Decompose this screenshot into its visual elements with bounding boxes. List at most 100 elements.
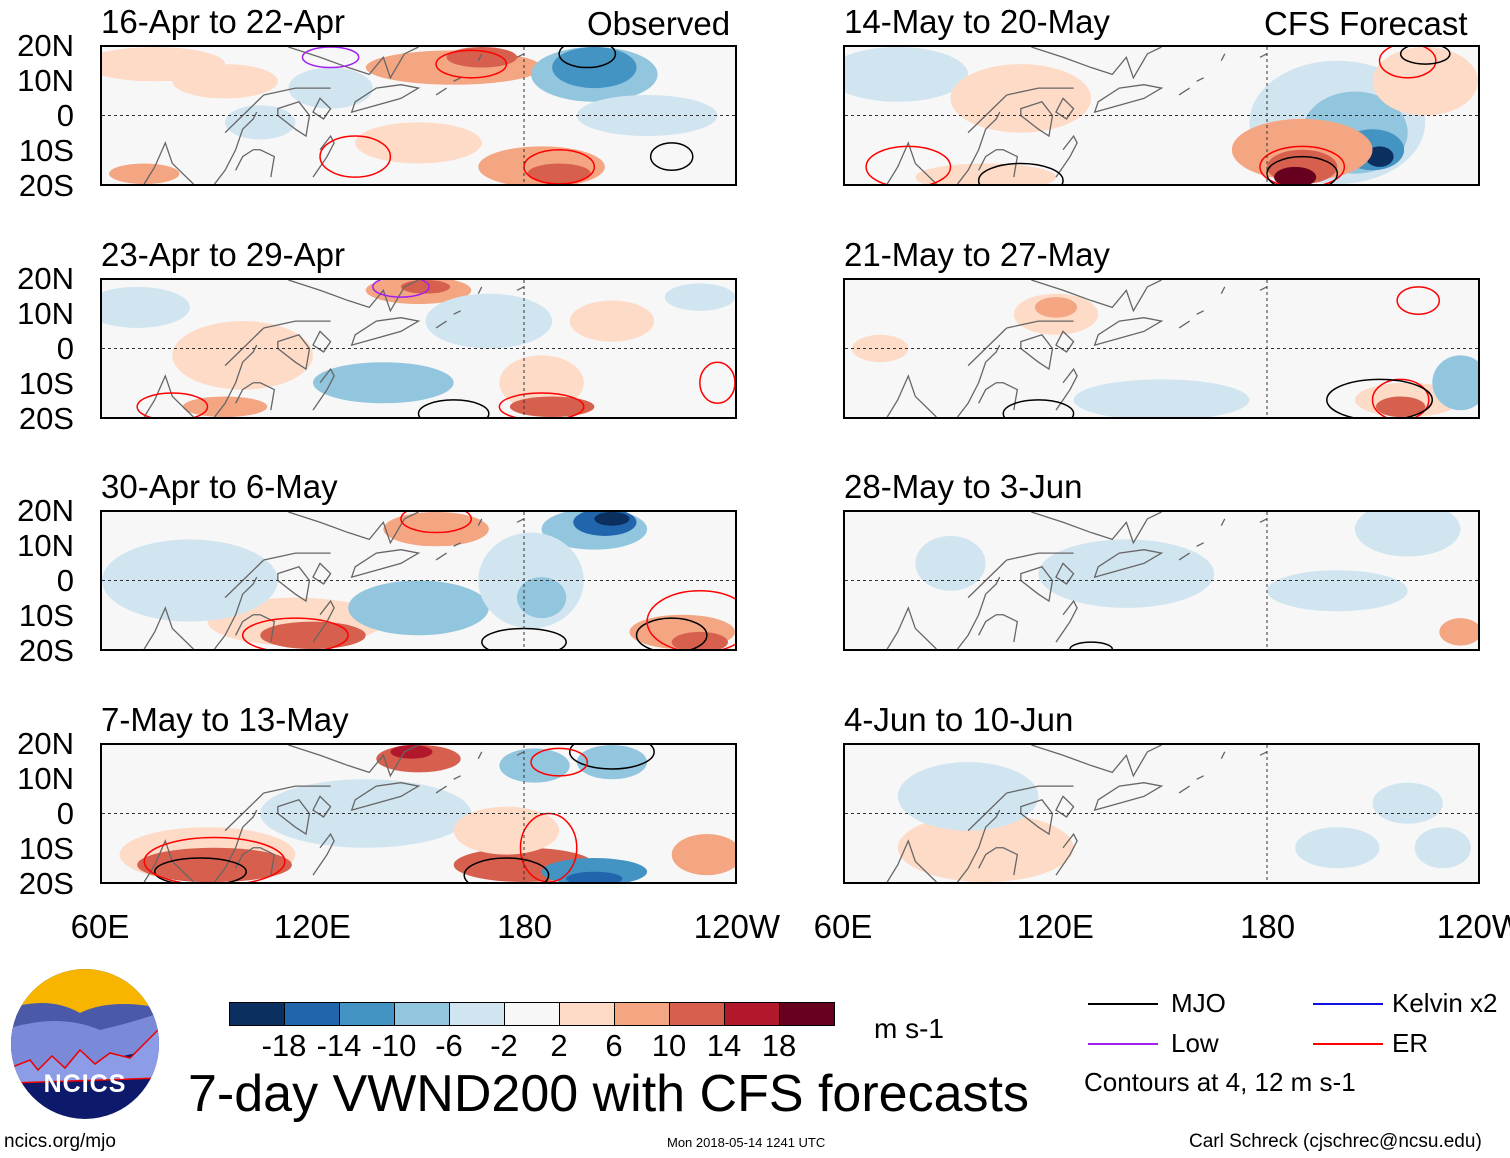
wave-contour xyxy=(1397,287,1439,314)
wave-contour xyxy=(531,748,587,775)
anomaly-region xyxy=(172,321,313,390)
anomaly-region xyxy=(355,122,482,164)
colorbar-tick-label: -10 xyxy=(371,1028,417,1063)
anomaly-region xyxy=(1295,827,1380,869)
observed-map-panel xyxy=(100,45,737,186)
wave-contour xyxy=(1070,642,1112,649)
wave-contour xyxy=(647,591,735,649)
anomaly-region xyxy=(102,286,190,328)
wave-contour xyxy=(320,136,390,177)
anomaly-region xyxy=(594,512,630,526)
anomaly-region xyxy=(109,163,180,184)
wave-contour xyxy=(1327,379,1433,417)
lat-tick-label: 20S xyxy=(18,401,74,436)
observed-label: Observed xyxy=(587,5,731,42)
colorbar-tick-label: 2 xyxy=(550,1028,568,1063)
wave-contour xyxy=(1260,146,1344,184)
wave-contour xyxy=(499,393,583,417)
colorbar-swatch xyxy=(670,1003,725,1025)
coastline xyxy=(887,745,1267,882)
wave-contour xyxy=(137,393,207,417)
legend-kelvin-line xyxy=(1313,1003,1383,1005)
wave-contour xyxy=(866,146,950,184)
observed-map-panel xyxy=(100,278,737,419)
anomaly-region xyxy=(1354,512,1461,557)
legend-er-line xyxy=(1313,1043,1383,1045)
anomaly-region xyxy=(400,280,451,294)
panel-title: 16-Apr to 22-Apr xyxy=(101,3,345,40)
lat-tick-label: 10N xyxy=(17,296,74,331)
lat-tick-label: 10S xyxy=(18,598,74,633)
anomaly-region xyxy=(897,813,1074,882)
svg-text:NCICS: NCICS xyxy=(44,1070,127,1098)
anomaly-region xyxy=(509,396,595,417)
lon-tick-label: 120E xyxy=(273,908,351,945)
lon-tick-label: 60E xyxy=(70,908,130,945)
coastline xyxy=(887,47,1267,184)
anomaly-region xyxy=(1267,570,1408,612)
anomaly-region xyxy=(1432,355,1478,411)
colorbar-tick-label: 10 xyxy=(651,1028,687,1063)
colorbar-swatch xyxy=(560,1003,615,1025)
coastline xyxy=(144,280,524,417)
footer-url[interactable]: ncics.org/mjo xyxy=(4,1131,116,1152)
wave-contour xyxy=(464,858,548,882)
anomaly-region xyxy=(1414,827,1471,869)
lat-tick-label: 10N xyxy=(17,528,74,563)
panel-title: 30-Apr to 6-May xyxy=(101,468,338,505)
lat-tick-label: 20S xyxy=(18,168,74,203)
coastline xyxy=(887,512,1267,649)
anomaly-region xyxy=(1073,379,1250,417)
anomaly-region xyxy=(897,762,1039,831)
anomaly-region xyxy=(425,293,553,349)
lat-tick-label: 20N xyxy=(17,28,74,63)
colorbar-swatch xyxy=(395,1003,450,1025)
coastline xyxy=(144,47,524,184)
forecast-map-panel xyxy=(843,45,1480,186)
lat-tick-label: 0 xyxy=(56,796,74,831)
anomaly-region xyxy=(1038,539,1215,608)
lat-tick-label: 10N xyxy=(17,761,74,796)
wave-contour xyxy=(979,163,1063,184)
forecast-map-panel xyxy=(843,510,1480,651)
wave-contour xyxy=(700,362,735,403)
wave-contour xyxy=(637,618,707,649)
forecast-label: CFS Forecast xyxy=(1264,5,1468,42)
wave-contour xyxy=(436,50,506,77)
colorbar-swatch xyxy=(340,1003,395,1025)
anomaly-region xyxy=(137,847,292,882)
colorbar-tick-label: -2 xyxy=(490,1028,518,1063)
wave-contour xyxy=(243,618,349,649)
coastline xyxy=(887,280,1267,417)
panel-title: 28-May to 3-Jun xyxy=(844,468,1083,505)
wave-contour xyxy=(373,280,429,297)
colorbar-swatch xyxy=(505,1003,560,1025)
panel-title: 14-May to 20-May xyxy=(844,3,1110,40)
anomaly-region xyxy=(1034,297,1078,318)
anomaly-region xyxy=(527,163,591,184)
anomaly-region xyxy=(576,94,718,137)
anomaly-region xyxy=(260,779,472,848)
anomaly-region xyxy=(671,631,728,649)
legend-er: ER xyxy=(1392,1028,1429,1058)
forecast-map-panel xyxy=(843,743,1480,884)
lat-tick-label: 20N xyxy=(17,493,74,528)
anomaly-region xyxy=(576,745,648,780)
panel-title: 4-Jun to 10-Jun xyxy=(844,701,1074,738)
anomaly-region xyxy=(182,396,268,417)
lat-tick-label: 10N xyxy=(17,63,74,98)
colorbar-tick-label: -14 xyxy=(316,1028,362,1063)
wave-contour xyxy=(419,400,489,417)
footer-credit: Carl Schreck (cjschrec@ncsu.edu) xyxy=(1189,1131,1482,1152)
anomaly-region xyxy=(313,362,454,404)
forecast-map-panel xyxy=(843,278,1480,419)
anomaly-region xyxy=(915,163,1056,184)
wave-contour xyxy=(401,512,471,533)
footer-timestamp: Mon 2018-05-14 1241 UTC xyxy=(667,1135,826,1150)
wave-contour xyxy=(155,858,246,882)
panel-title: 21-May to 27-May xyxy=(844,236,1110,273)
colorbar-swatch xyxy=(285,1003,340,1025)
legend-low-line xyxy=(1088,1043,1158,1045)
anomaly-region xyxy=(1365,146,1394,167)
colorbar-swatch xyxy=(450,1003,505,1025)
